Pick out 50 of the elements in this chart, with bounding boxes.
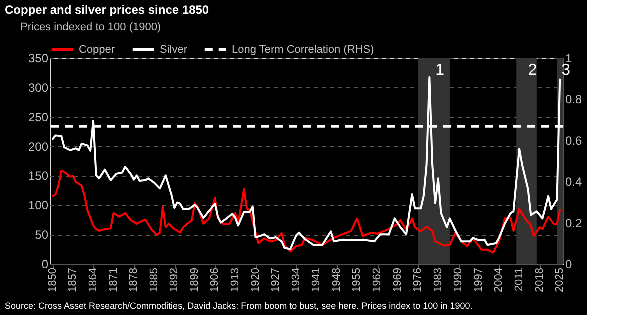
y-tick-label: 0 (42, 258, 49, 272)
y2-tick-label: 0.8 (566, 92, 583, 107)
x-tick-label: 1969 (392, 268, 404, 292)
x-tick-label: 1990 (452, 268, 465, 292)
x-tick-label: 1899 (188, 268, 201, 292)
x-tick-label: 1892 (168, 268, 181, 292)
y2-tick-label: 0 (566, 258, 572, 272)
x-tick-label: 1997 (472, 268, 485, 292)
y-tick-label: 250 (28, 110, 49, 124)
y2-tick-label: 0.2 (566, 216, 583, 230)
x-tick-label: 1976 (412, 268, 424, 292)
x-tick-label: 1927 (270, 268, 282, 292)
x-tick-label: 1885 (148, 268, 160, 292)
x-tick-label: 2018 (534, 268, 546, 292)
band-label: 3 (562, 62, 571, 79)
x-tick-label: 1934 (290, 268, 302, 292)
x-tick-label: 2011 (514, 268, 526, 292)
y2-tick-label: 0.6 (566, 134, 583, 148)
y-tick-label: 350 (28, 52, 49, 66)
x-tick-label: 1962 (372, 268, 384, 292)
y-tick-label: 200 (28, 140, 49, 154)
line-series (52, 76, 562, 250)
x-tick-label: 1913 (229, 268, 242, 292)
x-tick-label: 1878 (128, 268, 140, 292)
x-tick-label: 2025 (554, 268, 566, 292)
y-tick-label: 150 (28, 169, 49, 184)
x-tick-label: 1941 (310, 268, 323, 292)
legend-label: Silver (160, 44, 188, 56)
y-tick-label: 300 (28, 80, 49, 95)
source-note: Source: Cross Asset Research/Commodities, David Jacks: From boom to bust, see here. Prices index to 100 in 1900. (5, 301, 473, 311)
x-tick-label: 1983 (432, 268, 444, 292)
x-tick-label: 2004 (493, 268, 506, 292)
x-tick-label: 1857 (67, 268, 80, 292)
x-tick-label: 1955 (351, 268, 364, 292)
legend-label: Long Term Correlation (RHS) (232, 44, 374, 56)
line-series (52, 170, 562, 254)
x-tick-label: 1920 (250, 268, 262, 292)
x-tick-label: 1850 (46, 268, 59, 292)
x-tick-label: 1906 (209, 268, 222, 292)
band-label: 2 (528, 62, 538, 79)
y-tick-label: 50 (35, 228, 49, 242)
chart-title: Copper and silver prices since 1850 (5, 3, 210, 17)
y2-tick-label: 0.4 (566, 175, 583, 190)
y-axis-title: Prices indexed to 100 (1900) (20, 22, 162, 34)
legend-label: Copper (79, 44, 116, 56)
x-tick-label: 1871 (108, 268, 120, 292)
band-label: 1 (436, 62, 445, 79)
x-tick-label: 1948 (330, 268, 343, 292)
y-tick-label: 100 (28, 198, 49, 213)
x-tick-label: 1864 (87, 268, 100, 292)
